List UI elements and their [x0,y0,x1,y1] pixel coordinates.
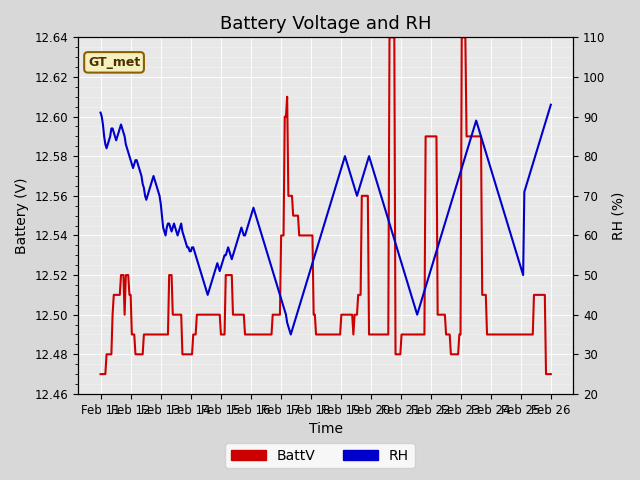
RH [207,280,215,286]
BattV [547,371,555,377]
Title: Battery Voltage and RH: Battery Voltage and RH [220,15,431,33]
RH [547,102,555,108]
RH [530,157,538,163]
BattV [241,332,249,337]
RH [241,232,249,238]
RH [323,213,331,218]
RH [97,110,104,116]
BattV [251,332,259,337]
Line: BattV: BattV [100,37,551,374]
RH [251,209,259,215]
X-axis label: Time: Time [308,422,342,436]
Legend: BattV, RH: BattV, RH [225,443,415,468]
BattV [207,312,215,318]
Y-axis label: Battery (V): Battery (V) [15,178,29,254]
BattV [366,332,374,337]
BattV [97,371,104,377]
BattV [322,332,330,337]
Line: RH: RH [100,105,551,335]
Text: GT_met: GT_met [88,56,140,69]
Y-axis label: RH (%): RH (%) [611,192,625,240]
RH [367,161,375,167]
BattV [530,292,538,298]
RH [287,332,294,337]
BattV [386,35,394,40]
